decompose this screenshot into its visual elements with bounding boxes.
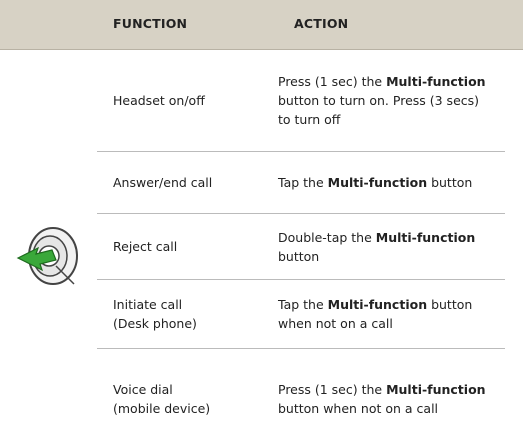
table-row: Answer/end call Tap the Multi-function bu… bbox=[97, 152, 505, 214]
action-text: Press (1 sec) the bbox=[278, 381, 387, 397]
action-cell: Tap the Multi-function button when not o… bbox=[278, 295, 493, 333]
button-icon bbox=[16, 227, 78, 285]
function-text: Answer/end call bbox=[113, 175, 213, 190]
table-row: Voice dial (mobile device) Press (1 sec) t… bbox=[97, 349, 505, 448]
action-cell: Double-tap the Multi-function button bbox=[278, 228, 493, 266]
function-cell: Headset on/off bbox=[97, 91, 278, 110]
function-cell: Answer/end call bbox=[97, 173, 278, 192]
action-text: button to turn on. Press (3 secs) to tur… bbox=[278, 93, 480, 127]
table-row: Initiate call (Desk phone) Tap the Multi-f… bbox=[97, 280, 505, 349]
action-text: button when not on a call bbox=[278, 400, 439, 416]
action-text: Double-tap the bbox=[278, 229, 376, 245]
function-cell: Reject call bbox=[97, 237, 278, 256]
action-bold: Multi-function bbox=[327, 175, 428, 190]
action-bold: Multi-function bbox=[327, 297, 428, 312]
action-cell: Press (1 sec) the Multi-function button … bbox=[278, 72, 493, 129]
table-row: Headset on/off Press (1 sec) the Multi-fu… bbox=[97, 50, 505, 152]
action-bold: Multi-function bbox=[375, 229, 476, 245]
function-cell: Voice dial (mobile device) bbox=[97, 380, 278, 418]
action-text: Tap the bbox=[278, 297, 328, 312]
action-cell: Tap the Multi-function button bbox=[278, 173, 493, 192]
header-action: ACTION bbox=[294, 16, 349, 31]
function-text: Voice dial bbox=[113, 381, 173, 397]
action-cell: Press (1 sec) the Multi-function button … bbox=[278, 380, 493, 418]
action-bold: Multi-function bbox=[386, 74, 486, 89]
function-text: Reject call bbox=[113, 239, 178, 254]
action-text: Press (1 sec) the bbox=[278, 74, 387, 89]
action-text: Tap the bbox=[278, 175, 328, 190]
function-text: (mobile device) bbox=[113, 400, 211, 416]
table-row: Reject call Double-tap the Multi-function… bbox=[97, 214, 505, 280]
function-text: (Desk phone) bbox=[113, 316, 197, 331]
function-text: Initiate call bbox=[113, 297, 183, 312]
header-function: FUNCTION bbox=[113, 16, 188, 31]
function-text: Headset on/off bbox=[113, 93, 205, 108]
action-text: button bbox=[278, 248, 320, 264]
action-bold: Multi-function bbox=[386, 381, 486, 397]
table-header: FUNCTION ACTION bbox=[0, 0, 523, 50]
function-cell: Initiate call (Desk phone) bbox=[97, 295, 278, 333]
action-text: button when not on a call bbox=[278, 297, 473, 331]
action-text: button bbox=[427, 175, 473, 190]
